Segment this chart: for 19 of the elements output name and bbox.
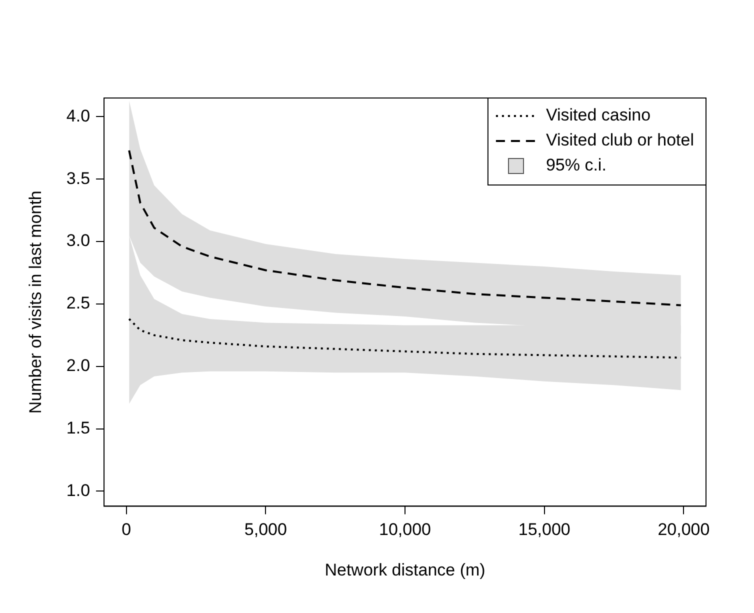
y-tick-label: 4.0	[66, 106, 90, 126]
x-tick-label: 20,000	[658, 520, 710, 540]
y-tick-label: 2.0	[66, 356, 90, 376]
y-tick-label: 2.5	[66, 294, 90, 313]
x-tick-label: 10,000	[379, 520, 432, 540]
line-series	[128, 149, 682, 306]
x-tick-label: 0	[122, 520, 132, 540]
legend-label: Visited club or hotel	[546, 130, 694, 150]
line-series	[128, 318, 682, 359]
x-tick-label: 15,000	[518, 520, 570, 540]
x-axis-title: Network distance (m)	[324, 560, 486, 580]
y-tick-label: 3.0	[66, 231, 90, 250]
y-tick-label: 3.5	[66, 168, 90, 188]
x-tick-label: 5,000	[244, 520, 287, 540]
annotation: 95% c.i.	[546, 156, 606, 175]
y-tick-label: 1.5	[66, 418, 90, 438]
legend-label: Visited casino	[546, 106, 651, 125]
y-axis-title: Number of visits in last month	[26, 190, 45, 414]
y-tick-label: 1.0	[66, 480, 90, 500]
